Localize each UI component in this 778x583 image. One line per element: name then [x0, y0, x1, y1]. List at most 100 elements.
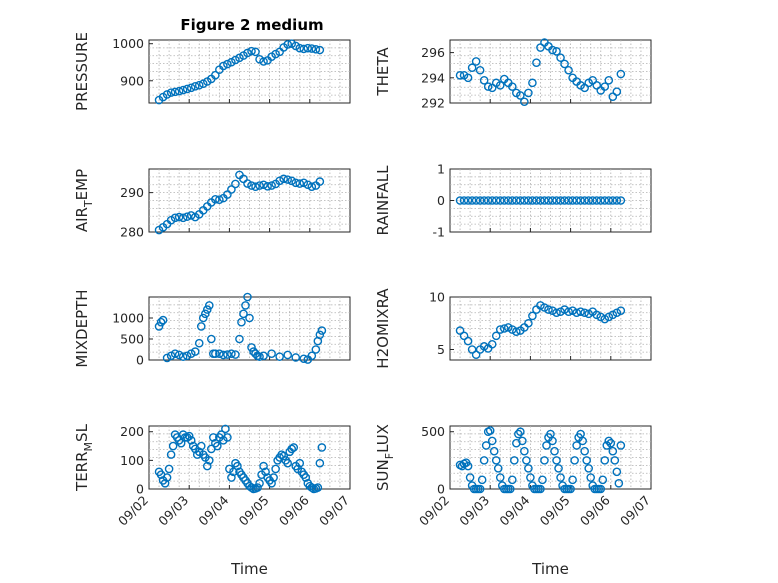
- subplot-pressure: 900 1000 PRESSURE: [73, 32, 351, 111]
- data-point: [291, 178, 301, 188]
- data-point: [259, 180, 268, 190]
- data-point: [301, 473, 311, 482]
- data-point: [213, 441, 222, 451]
- data-point: [211, 349, 220, 359]
- data-point: [512, 327, 521, 336]
- data-point: [204, 456, 214, 465]
- data-point: [503, 196, 513, 205]
- data-point: [311, 44, 321, 54]
- data-point: [499, 324, 509, 333]
- data-point: [560, 196, 569, 205]
- data-point: [200, 309, 210, 319]
- data-point: [182, 212, 192, 221]
- data-point: [616, 196, 626, 205]
- data-point: [295, 179, 305, 188]
- y-tick-label: 280: [120, 225, 144, 240]
- data-point: [479, 456, 489, 465]
- y-tick-label: 200: [120, 424, 144, 439]
- data-point: [455, 326, 465, 335]
- data-point: [481, 441, 491, 450]
- data-point: [604, 76, 614, 85]
- data-point: [263, 182, 272, 191]
- y-axis-label: MIXDEPTH: [73, 289, 91, 367]
- data-point: [295, 458, 305, 468]
- data-point: [307, 351, 317, 361]
- data-point: [223, 433, 232, 442]
- data-point: [586, 473, 596, 482]
- x-ticks: [148, 228, 351, 232]
- data-point: [259, 461, 268, 471]
- data-point: [259, 57, 268, 66]
- data-point: [568, 475, 577, 485]
- data-point: [479, 196, 489, 205]
- subplot-rainfall: -1 0 1 RAINFALL: [374, 162, 652, 240]
- data-point: [556, 196, 565, 205]
- data-point: [610, 456, 620, 465]
- data-point: [544, 305, 553, 314]
- data-point: [572, 308, 581, 318]
- data-point: [516, 196, 525, 205]
- data-point: [612, 87, 622, 96]
- data-point: [231, 350, 240, 359]
- x-axis-label: Time: [230, 560, 268, 578]
- data-point: [596, 196, 606, 205]
- data-markers: [154, 424, 327, 494]
- data-point: [580, 196, 589, 205]
- data-point: [317, 443, 327, 452]
- y-tick-label: 1: [437, 162, 445, 177]
- data-point: [471, 350, 481, 360]
- data-point: [207, 334, 216, 344]
- data-point: [528, 311, 537, 321]
- x-grid: [158, 297, 341, 360]
- data-point: [483, 82, 493, 91]
- data-point: [215, 349, 224, 359]
- data-point: [550, 446, 559, 456]
- data-point: [584, 464, 593, 473]
- data-point: [174, 86, 184, 96]
- data-point: [174, 350, 184, 360]
- data-point: [315, 458, 325, 468]
- data-point: [299, 178, 309, 188]
- data-point: [552, 308, 561, 318]
- data-point: [487, 196, 497, 205]
- y-axis-label: THETA: [374, 47, 392, 97]
- data-point: [616, 441, 626, 450]
- data-point: [475, 65, 485, 75]
- data-point: [564, 65, 573, 75]
- data-point: [275, 176, 284, 186]
- data-point: [251, 182, 260, 192]
- data-point: [209, 433, 218, 442]
- data-point: [241, 301, 250, 310]
- data-point: [455, 196, 465, 205]
- data-point: [160, 478, 170, 488]
- data-point: [471, 196, 481, 205]
- y-tick-label: 290: [120, 185, 144, 200]
- data-point: [227, 473, 236, 482]
- y-tick-label: 1000: [112, 36, 144, 51]
- data-point: [182, 84, 192, 94]
- x-ticks: [148, 99, 351, 103]
- data-point: [598, 475, 608, 485]
- y-axis-label: AIRTEMP: [73, 169, 95, 232]
- y-axis-label: H2OMIXRA: [374, 288, 392, 369]
- y-ticks: 292 294 296: [421, 45, 454, 111]
- x-grid: [459, 426, 642, 489]
- data-point: [556, 473, 565, 482]
- y-ticks: 5 10: [429, 290, 454, 357]
- data-point: [564, 307, 573, 317]
- data-point: [269, 473, 278, 482]
- data-point: [542, 441, 551, 450]
- data-point: [219, 350, 228, 360]
- data-point: [520, 196, 529, 205]
- data-point: [211, 195, 220, 204]
- data-point: [564, 196, 573, 205]
- subplot-mixdepth: 0 500 1000 MIXDEPTH: [73, 289, 351, 368]
- data-point: [156, 317, 166, 327]
- data-point: [616, 306, 626, 315]
- data-point: [283, 458, 292, 468]
- data-point: [572, 441, 581, 450]
- data-point: [459, 331, 469, 341]
- data-point: [572, 196, 581, 205]
- data-point: [524, 196, 533, 205]
- y-ticks: 0 100 200: [120, 424, 153, 497]
